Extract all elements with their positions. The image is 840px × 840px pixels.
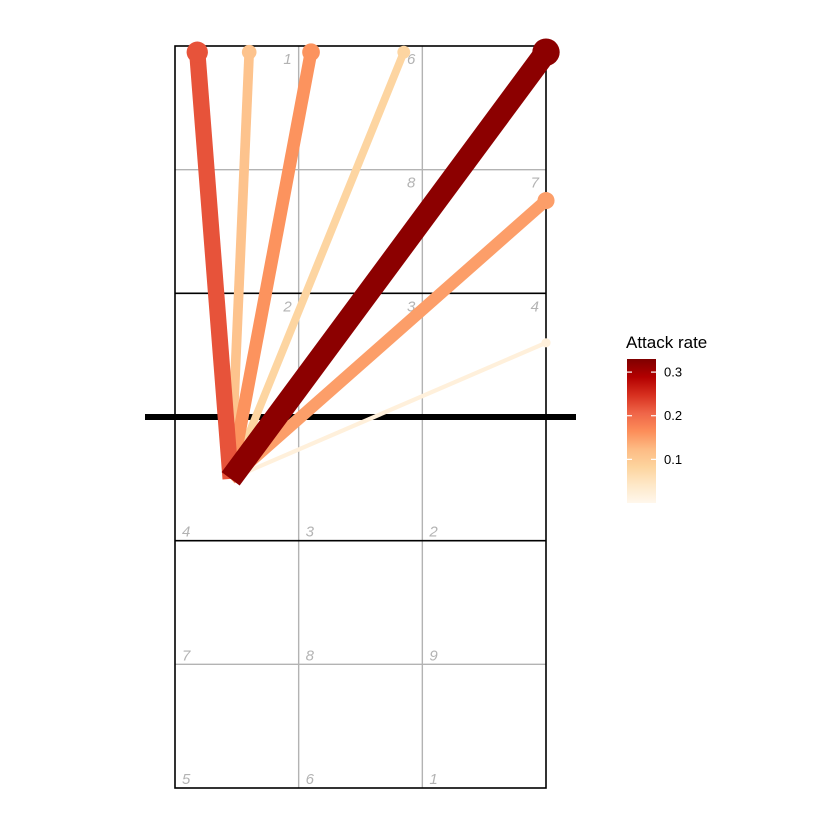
zone-label: 2: [282, 298, 292, 315]
attack-arrow-line: [225, 51, 255, 480]
attack-arrow-head: [186, 41, 208, 63]
zone-label: 1: [283, 51, 291, 68]
legend-tick-label: 0.3: [664, 365, 682, 380]
legend-title: Attack rate: [626, 333, 707, 352]
attack-arrow: [226, 192, 555, 484]
attack-arrow-head: [541, 338, 551, 348]
attack-arrow-line: [226, 196, 550, 484]
attack-arrow-line: [189, 51, 239, 480]
zone-label: 5: [182, 771, 191, 788]
attack-arrow-line: [229, 340, 547, 481]
attack-lines: [186, 38, 560, 486]
zone-label: 6: [306, 771, 315, 788]
attack-arrow: [225, 44, 257, 480]
attack-arrow: [224, 43, 320, 481]
attack-arrow: [229, 338, 551, 481]
zone-label: 2: [428, 524, 438, 541]
attack-arrow: [221, 38, 560, 486]
attack-arrow-line: [221, 45, 556, 486]
zone-label: 1: [429, 771, 437, 788]
attack-arrow: [186, 41, 239, 480]
legend-ticks: 0.1 0.2 0.3: [627, 365, 682, 467]
attack-arrow-head: [537, 192, 555, 210]
legend-tick-label: 0.2: [664, 408, 682, 423]
zone-label: 8: [306, 647, 315, 664]
attack-arrow-line: [224, 51, 318, 481]
zone-label: 4: [182, 524, 190, 541]
zone-label: 6: [407, 51, 416, 68]
zone-label: 3: [407, 298, 416, 315]
zone-label: 7: [182, 647, 191, 664]
zone-label: 7: [531, 175, 540, 192]
attack-arrow: [227, 45, 411, 481]
attack-arrow-head: [532, 38, 560, 66]
zone-label: 4: [531, 298, 539, 315]
attack-arrow-head: [302, 43, 320, 62]
attack-arrow-line: [227, 50, 408, 481]
zone-label: 8: [407, 175, 416, 192]
legend-colorbar: [627, 359, 656, 503]
legend-tick-label: 0.1: [664, 452, 682, 467]
zone-label: 9: [429, 647, 438, 664]
attack-arrow-head: [397, 45, 411, 59]
zone-labels: 5 6 1 7 8 9 4 3 2 2 3 4 8 7 1 6: [182, 51, 540, 788]
legend: Attack rate 0.1 0.2 0.3: [626, 333, 707, 503]
zone-label: 3: [306, 524, 315, 541]
attack-arrow-head: [241, 44, 257, 60]
